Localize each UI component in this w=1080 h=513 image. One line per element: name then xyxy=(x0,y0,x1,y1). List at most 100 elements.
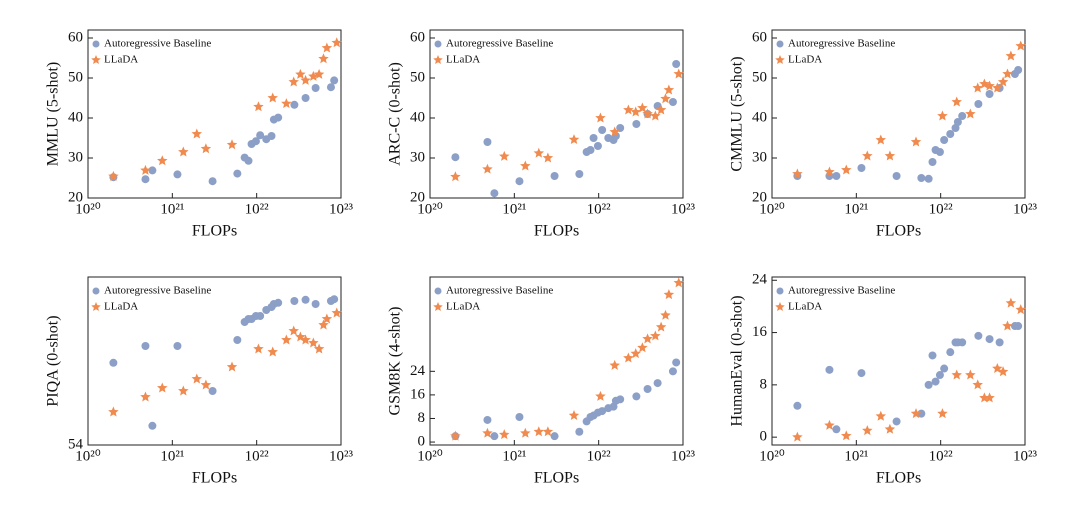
x-tick-label: 10²¹ xyxy=(844,448,868,464)
y-axis-label: HumanEval (0-shot) xyxy=(729,295,746,426)
star-point xyxy=(533,147,545,158)
y-tick-label: 20 xyxy=(752,189,767,205)
x-axis-label: FLOPs xyxy=(876,223,921,240)
star-point xyxy=(300,334,311,345)
legend-marker xyxy=(434,40,442,48)
y-tick-label: 24 xyxy=(410,363,426,379)
star-point xyxy=(609,126,620,137)
circle-point xyxy=(931,377,940,386)
legend-marker xyxy=(775,55,785,65)
star-point xyxy=(450,171,461,182)
circle-point xyxy=(515,413,524,421)
star-point xyxy=(499,429,510,440)
circle-point xyxy=(892,417,901,426)
legend-marker xyxy=(91,55,101,65)
star-point xyxy=(884,150,896,161)
star-point xyxy=(595,112,606,123)
circle-point xyxy=(256,131,265,140)
star-point xyxy=(1015,40,1026,51)
star-point xyxy=(318,53,329,64)
legend-marker xyxy=(434,287,442,295)
star-point xyxy=(663,289,675,300)
legend-marker xyxy=(91,302,101,312)
star-point xyxy=(910,136,922,147)
y-tick-label: 8 xyxy=(760,376,768,392)
y-tick-label: 60 xyxy=(752,29,767,45)
star-point xyxy=(660,309,671,320)
y-axis-label: PIQA (0-shot) xyxy=(45,315,62,406)
legend-marker xyxy=(775,302,785,312)
legend-label: LLaDA xyxy=(104,301,138,313)
star-point xyxy=(331,307,342,318)
star-point xyxy=(623,352,634,363)
star-point xyxy=(140,391,151,402)
star-point xyxy=(937,408,948,419)
star-point xyxy=(191,373,203,384)
circle-point xyxy=(958,338,967,347)
star-point xyxy=(321,313,333,324)
x-axis-label: FLOPs xyxy=(192,470,237,487)
star-point xyxy=(178,146,189,157)
star-point xyxy=(321,42,333,53)
legend-label: LLaDA xyxy=(446,301,480,313)
circle-point xyxy=(958,112,967,120)
x-tick-label: 10²⁰ xyxy=(417,201,443,217)
star-point xyxy=(862,150,873,161)
y-tick-label: 30 xyxy=(752,149,767,165)
circle-point xyxy=(148,166,157,175)
circle-point xyxy=(330,295,339,304)
x-tick-label: 10²¹ xyxy=(160,448,184,464)
star-point xyxy=(542,426,554,437)
circle-point xyxy=(924,174,933,183)
star-point xyxy=(450,430,461,441)
star-point xyxy=(984,392,995,403)
circle-point xyxy=(490,432,499,441)
star-point xyxy=(1002,320,1013,331)
star-point xyxy=(673,68,684,79)
circle-point xyxy=(935,371,944,380)
y-tick-label: 54 xyxy=(68,436,84,452)
star-point xyxy=(1002,68,1013,79)
star-point xyxy=(650,110,661,121)
star-point xyxy=(267,346,278,357)
circle-point xyxy=(935,148,944,156)
star-point xyxy=(308,337,319,348)
legend-label: LLaDA xyxy=(446,54,480,66)
circle-point xyxy=(267,132,276,140)
star-point xyxy=(520,160,531,171)
star-point xyxy=(288,325,299,336)
x-tick-label: 10²³ xyxy=(671,448,695,464)
plot-frame xyxy=(87,29,342,199)
star-point xyxy=(951,369,962,380)
y-tick-label: 20 xyxy=(410,189,425,205)
circle-point xyxy=(301,94,310,102)
star-point xyxy=(824,419,835,430)
legend-marker xyxy=(433,302,443,312)
legend-marker xyxy=(92,287,100,295)
star-point xyxy=(520,427,531,438)
circle-point xyxy=(793,401,802,410)
circle-point xyxy=(924,380,933,389)
circle-point xyxy=(274,113,283,122)
star-point xyxy=(824,166,835,177)
star-point xyxy=(630,106,641,117)
circle-point xyxy=(330,76,339,85)
circle-point xyxy=(940,364,949,373)
circle-point xyxy=(550,172,559,180)
star-point xyxy=(997,366,1009,377)
star-point xyxy=(253,343,264,354)
circle-point xyxy=(672,358,681,367)
circle-point xyxy=(616,395,625,404)
legend-marker xyxy=(776,40,784,48)
star-point xyxy=(226,361,238,372)
x-tick-label: 10²³ xyxy=(1013,201,1037,217)
circle-point xyxy=(928,158,937,166)
legend-marker xyxy=(776,287,784,295)
star-point xyxy=(108,406,119,417)
circle-point xyxy=(326,83,335,92)
star-point xyxy=(673,277,684,288)
circle-point xyxy=(917,174,926,182)
y-tick-label: 60 xyxy=(410,29,425,45)
x-tick-label: 10²¹ xyxy=(502,201,526,217)
star-point xyxy=(609,359,620,370)
